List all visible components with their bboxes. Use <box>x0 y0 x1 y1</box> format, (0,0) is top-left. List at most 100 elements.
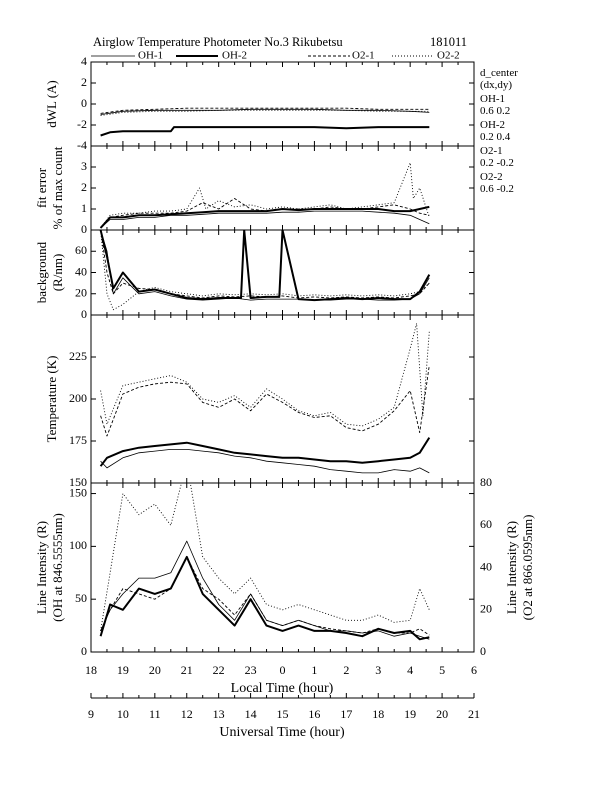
d-center-title: d_center <box>480 67 518 79</box>
series-oh-1-temperature <box>100 449 430 474</box>
y-axis-label-2: % of max count <box>50 146 65 229</box>
y-axis-label: fit error <box>34 167 49 208</box>
y-tick-label: 225 <box>69 349 87 363</box>
series-o2-1-background <box>100 230 430 299</box>
series-oh-2-temperature <box>99 437 431 467</box>
panel-frame <box>90 61 475 147</box>
ut-tick-label: 11 <box>149 707 161 721</box>
legend-label-o21: O2-1 <box>352 50 375 62</box>
local-time-tick-label: 18 <box>85 663 97 677</box>
local-time-tick-label: 22 <box>213 663 225 677</box>
chart-date: 181011 <box>430 35 467 49</box>
series-o2-2-fit_error <box>100 162 430 229</box>
legend-label-oh1: OH-1 <box>138 50 163 62</box>
local-time-tick-label: 19 <box>117 663 129 677</box>
oh2-note-label: OH-2 <box>480 119 505 131</box>
series-oh-1-fit_error <box>100 210 430 229</box>
series-o2-1-line_intensity <box>100 556 430 636</box>
ut-tick-label: 15 <box>277 707 289 721</box>
y-tick-label: 1 <box>81 201 87 215</box>
oh1-note-value: 0.6 0.2 <box>480 105 510 117</box>
y-axis-label-2: (OH at 846.5555nm) <box>50 513 65 622</box>
y-axis-label: Temperature (K) <box>44 356 59 443</box>
y-tick-label: 40 <box>75 264 87 278</box>
legend-label-o22: O2-2 <box>437 50 460 62</box>
panel-temperature: 150 175 200 225 Temperature (K) <box>44 314 475 489</box>
local-time-tick-label: 5 <box>439 663 445 677</box>
local-time-tick-label: 4 <box>407 663 413 677</box>
local-time-tick-label: 20 <box>149 663 161 677</box>
local-time-tick-label: 0 <box>280 663 286 677</box>
y-tick-label: 0 <box>81 644 87 658</box>
legend: OH-1 OH-2 O2-1 O2-2 <box>91 50 460 62</box>
series-oh-2-background <box>99 230 431 302</box>
y-tick-label: 200 <box>69 391 87 405</box>
local-time-tick-label: 2 <box>343 663 349 677</box>
series-o2-2-dwl <box>100 109 430 116</box>
y-tick-label: 0 <box>81 96 87 110</box>
o22-note-value: 0.6 -0.2 <box>480 183 514 195</box>
y-tick-label: 3 <box>81 159 87 173</box>
panel-dwl: -4 -2 0 2 4 dWL (A) <box>44 54 475 152</box>
y-tick-label: 2 <box>81 75 87 89</box>
y-axis-label-2: (R/nm) <box>50 254 65 292</box>
series-o2-1-dwl <box>100 107 430 114</box>
series-o2-1-fit_error <box>100 198 430 229</box>
series-o2-2-line_intensity <box>100 483 430 631</box>
local-time-tick-label: 1 <box>311 663 317 677</box>
y-tick-label: -2 <box>77 117 87 131</box>
ut-tick-label: 13 <box>213 707 225 721</box>
y2-axis-label-2: (O2 at 866.0595nm) <box>520 515 535 621</box>
o22-note-label: O2-2 <box>480 171 503 183</box>
y-tick-label: 60 <box>75 243 87 257</box>
o21-note-value: 0.2 -0.2 <box>480 157 514 169</box>
series-o2-2-temperature <box>100 322 430 427</box>
y-tick-label: 0 <box>81 307 87 321</box>
y-axis-label: dWL (A) <box>44 80 59 128</box>
o21-note-label: O2-1 <box>480 145 503 157</box>
ut-tick-label: 9 <box>88 707 94 721</box>
y-axis-label: background <box>34 241 49 303</box>
y-tick-label: 175 <box>69 433 87 447</box>
y-axis-label: Line Intensity (R) <box>34 521 49 614</box>
series-o2-1-temperature <box>100 365 430 437</box>
local-time-tick-label: 3 <box>375 663 381 677</box>
ut-tick-label: 16 <box>308 707 320 721</box>
panel-background: 0 20 40 60 background (R/nm) <box>34 229 475 321</box>
local-time-tick-label: 21 <box>181 663 193 677</box>
local-time-tick-label: 6 <box>471 663 477 677</box>
series-oh-1-background <box>100 230 430 301</box>
y2-tick-label: 80 <box>480 475 492 489</box>
ut-tick-label: 18 <box>372 707 384 721</box>
legend-label-oh2: OH-2 <box>222 50 247 62</box>
y-tick-label: -4 <box>77 138 87 152</box>
d-center-notes: d_center (dx,dy) OH-1 0.6 0.2 OH-2 0.2 0… <box>480 67 518 195</box>
y2-tick-label: 40 <box>480 559 492 573</box>
local-time-label: Local Time (hour) <box>231 681 334 696</box>
y2-tick-label: 60 <box>480 517 492 531</box>
series-oh-1-dwl <box>100 108 430 115</box>
ut-tick-label: 20 <box>436 707 448 721</box>
chart-title: Airglow Temperature Photometer No.3 Riku… <box>93 35 343 49</box>
y-tick-label: 150 <box>69 475 87 489</box>
ut-tick-label: 14 <box>245 707 257 721</box>
ut-tick-label: 21 <box>468 707 480 721</box>
series-oh-2-dwl <box>100 126 430 137</box>
panels: -4 -2 0 2 4 dWL (A) 0 1 2 3 fit error% of max coun… <box>34 54 535 658</box>
oh1-note-label: OH-1 <box>480 93 505 105</box>
ut-tick-label: 10 <box>117 707 129 721</box>
y-tick-label: 2 <box>81 180 87 194</box>
local-time-tick-label: 23 <box>245 663 257 677</box>
series-oh-2-line_intensity <box>99 555 430 641</box>
y2-tick-label: 0 <box>480 644 486 658</box>
ut-tick-label: 19 <box>404 707 416 721</box>
ut-tick-label: 17 <box>340 707 352 721</box>
y-tick-label: 50 <box>75 591 87 605</box>
universal-time-label: Universal Time (hour) <box>219 725 345 740</box>
y-tick-label: 100 <box>69 538 87 552</box>
y-tick-label: 20 <box>75 286 87 300</box>
d-center-sub: (dx,dy) <box>480 79 512 91</box>
y2-axis-label: Line Intensity (R) <box>504 521 519 614</box>
